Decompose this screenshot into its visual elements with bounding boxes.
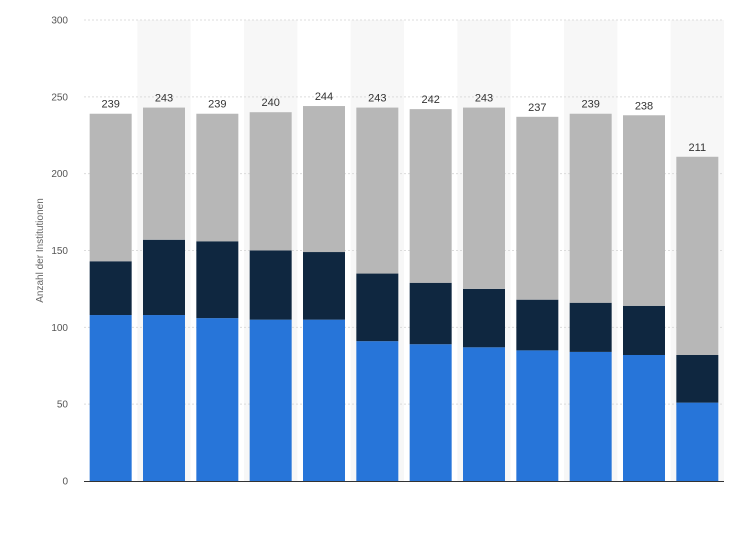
bar-segment-series-1 [409,344,452,481]
bar-total-label: 211 [689,142,707,154]
bar-segment-series-2 [356,273,399,342]
bar-segment-series-1 [516,350,559,481]
y-tick-label: 100 [51,323,68,334]
bar-total-label: 242 [421,94,439,106]
bar-segment-series-3 [569,113,612,303]
bar-segment-series-2 [569,302,612,352]
bar-total-label: 240 [261,97,279,109]
bar-total-label: 243 [368,93,386,105]
bar-segment-series-2 [89,261,132,316]
y-tick-label: 0 [62,477,68,488]
bar-segment-series-3 [196,113,239,242]
bars [89,106,719,481]
bar-segment-series-1 [143,315,185,481]
bar-segment-series-2 [463,288,505,348]
y-axis-label: Anzahl der Institutionen [35,198,46,303]
y-axis-ticks: 0 50 100 150 200 250 300 [51,16,68,488]
bar-segment-series-1 [569,351,612,481]
bar-total-label: 239 [208,99,226,111]
bar-total-label: 237 [528,102,546,114]
bar-segment-series-3 [676,156,719,355]
bar-total-label: 238 [635,100,653,112]
bar-segment-series-1 [356,341,399,481]
bar-segment-series-1 [196,318,239,481]
bar-segment-series-1 [89,315,132,481]
bar-total-label: 243 [155,93,173,105]
bar-total-label: 243 [475,93,493,105]
bar-segment-series-3 [143,107,185,240]
bar-segment-series-2 [249,250,292,320]
bar-segment-series-1 [303,319,345,481]
bar-total-label: 239 [581,99,599,111]
bar-segment-series-1 [463,347,505,481]
bar-segment-series-2 [676,354,719,403]
bar-segment-series-2 [143,239,185,316]
bar-segment-series-3 [303,106,345,253]
bar-total-label: 239 [101,99,119,111]
bar-segment-series-3 [249,112,292,251]
bar-segment-series-3 [463,107,505,289]
bar-segment-series-3 [409,109,452,283]
bar-segment-series-2 [303,252,345,320]
bar-segment-series-2 [516,299,559,351]
bar-segment-series-2 [196,241,239,319]
bar-segment-series-1 [676,402,719,481]
bar-segment-series-2 [623,305,665,355]
bar-segment-series-1 [249,319,292,481]
bar-segment-series-3 [356,107,399,274]
bar-segment-series-3 [516,116,559,300]
y-tick-label: 150 [51,246,68,257]
bar-segment-series-2 [409,282,452,345]
bar-segment-series-3 [89,113,132,262]
y-tick-label: 250 [51,92,68,103]
gridlines [84,19,724,405]
total-labels: 239 243 239 240 244 243 242 243 237 239 238 211 [101,91,706,154]
y-tick-label: 200 [51,169,68,180]
bar-total-label: 244 [315,91,333,103]
y-tick-label: 50 [57,400,69,411]
bar-segment-series-1 [623,354,665,481]
bar-segment-series-3 [623,115,665,306]
y-tick-label: 300 [51,16,68,27]
